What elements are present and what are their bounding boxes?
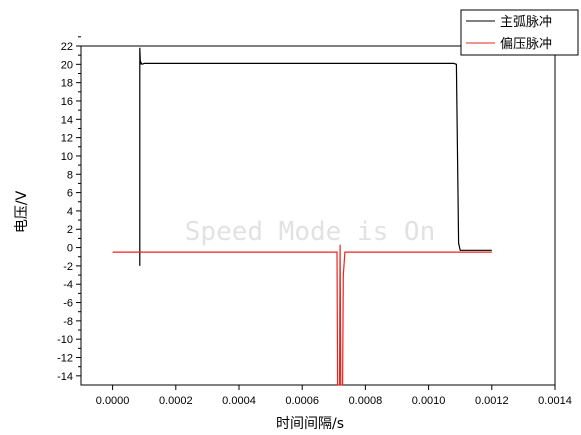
y-tick-label: 8	[67, 169, 73, 181]
x-tick-label: 0.0006	[285, 395, 319, 407]
x-tick-label: 0.0014	[538, 395, 572, 407]
series-line-main-arc	[139, 47, 492, 266]
plot-frame	[80, 45, 556, 386]
x-tick-label: 0.0004	[222, 395, 256, 407]
x-tick-label: 0.0002	[159, 395, 193, 407]
y-tick-label: 18	[61, 78, 73, 90]
series-group	[112, 47, 492, 386]
y-tick-label: 6	[67, 188, 73, 200]
y-tick-label: -6	[63, 298, 73, 310]
legend-label-bias: 偏压脉冲	[500, 37, 552, 52]
watermark-text: Speed Mode is On	[185, 217, 435, 247]
series-line-bias	[112, 244, 492, 386]
legend-label-main-arc: 主弧脉冲	[500, 15, 552, 30]
y-tick-label: 0	[67, 243, 73, 255]
y-axis-ticks: -14 -12 -10 -8 -6 -4 -2 0 2 4 6 8 10 12 14 16 18 20 22	[57, 36, 81, 383]
y-tick-label: 4	[67, 206, 73, 218]
y-axis-label: 电压/V	[14, 190, 30, 233]
y-tick-label: 10	[61, 151, 73, 163]
y-tick-label: -10	[57, 334, 73, 346]
x-axis-ticks: 0.0000 0.0002 0.0004 0.0006 0.0008 0.0010 0.00…	[96, 385, 572, 407]
x-tick-label: 0.0010	[412, 395, 446, 407]
y-tick-label: 2	[67, 224, 73, 236]
y-tick-label: 22	[61, 41, 73, 53]
x-tick-label: 0.0008	[349, 395, 383, 407]
y-tick-label: -4	[63, 279, 73, 291]
x-tick-label: 0.0012	[475, 395, 509, 407]
y-tick-label: 14	[61, 114, 73, 126]
x-axis-label: 时间间隔/s	[276, 416, 344, 432]
y-tick-label: -12	[57, 353, 73, 365]
y-tick-label: -8	[63, 316, 73, 328]
legend: 主弧脉冲 偏压脉冲	[460, 9, 579, 56]
y-tick-label: 20	[61, 59, 73, 71]
x-tick-label: 0.0000	[96, 395, 130, 407]
y-tick-label: 12	[61, 133, 73, 145]
legend-box	[460, 9, 579, 56]
y-tick-label: -2	[63, 261, 73, 273]
y-tick-label: 16	[61, 96, 73, 108]
y-tick-label: -14	[57, 371, 73, 383]
